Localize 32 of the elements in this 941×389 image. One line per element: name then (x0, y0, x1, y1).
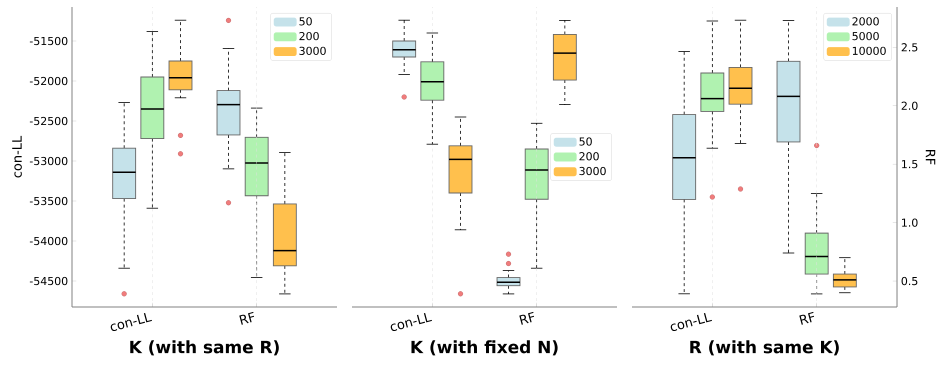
legend-label: 50 (299, 17, 312, 26)
y-tick-label: -52500 (30, 116, 68, 126)
y-tick-label: -53000 (30, 156, 68, 166)
x-axis-title: R (with same K) (690, 340, 839, 356)
y2-tick-label: 1.0 (902, 218, 918, 227)
legend-label: 50 (579, 137, 592, 146)
legend-label: 5000 (852, 32, 879, 40)
x-tick-label: con-LL (670, 312, 712, 332)
legend-label: 200 (299, 32, 319, 40)
y-tick-label: -54500 (30, 276, 68, 286)
x-axis-title: K (with fixed N) (411, 340, 558, 356)
legend-label: 3000 (579, 166, 606, 176)
y2-axis-title: RF (926, 150, 936, 164)
y-tick-label: -51500 (30, 36, 68, 46)
legend-label: 10000 (852, 46, 886, 55)
y-axis-title: con-LL (12, 136, 22, 178)
x-tick-label: RF (239, 312, 254, 325)
legend-label: 200 (579, 152, 599, 160)
x-axis-title: K (with same R) (130, 340, 279, 356)
x-tick-label: RF (519, 312, 534, 325)
y2-tick-label: 2.0 (902, 102, 918, 110)
y2-tick-label: 2.5 (902, 43, 918, 52)
y2-tick-label: 1.5 (902, 160, 918, 168)
y2-tick-label: 0.5 (902, 276, 918, 286)
y-tick-label: -53500 (30, 196, 68, 206)
x-tick-label: con-LL (390, 312, 432, 332)
x-tick-label: con-LL (110, 312, 152, 332)
y-tick-label: -52000 (30, 76, 68, 86)
legend-label: 3000 (299, 46, 326, 55)
legend-label: 2000 (852, 17, 879, 26)
x-tick-label: RF (799, 312, 814, 325)
y-tick-label: -54000 (30, 236, 68, 246)
